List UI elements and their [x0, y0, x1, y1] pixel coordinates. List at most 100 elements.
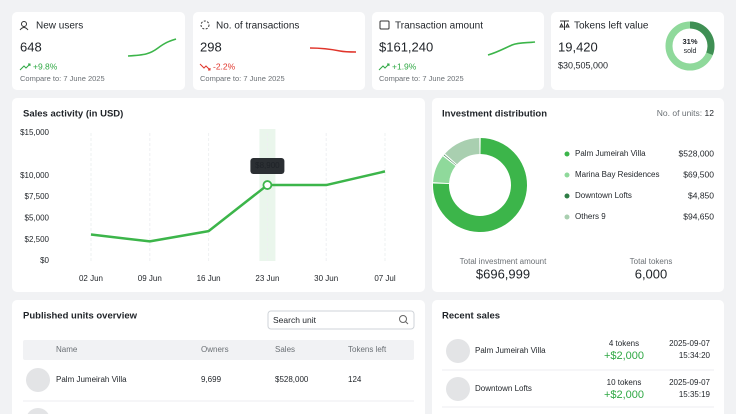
sale-name: Downtown Lofts: [475, 384, 532, 393]
donut-slice: [433, 156, 456, 184]
kpi-value: 298: [200, 39, 222, 54]
sales-card: [12, 98, 425, 292]
unit-thumb: [446, 339, 470, 363]
kpi-title: Tokens left value: [574, 21, 649, 32]
legend-label: Others 9: [575, 212, 606, 221]
kpi-value: 19,420: [558, 39, 598, 54]
kpi-card: [12, 12, 185, 90]
kpi-card: [372, 12, 544, 90]
tooltip-label: $8,900: [255, 161, 280, 170]
x-tick-label: 07 Jul: [374, 274, 396, 283]
x-tick-label: 02 Jun: [79, 274, 103, 283]
up-arrow: [378, 63, 390, 71]
x-tick-label: 23 Jun: [255, 274, 279, 283]
unit-thumb: [446, 377, 470, 401]
legend-value: $94,650: [683, 211, 714, 221]
legend-label: Marina Bay Residences: [575, 170, 659, 179]
column-header: Name: [56, 345, 78, 354]
table-cell: 9,699: [201, 375, 222, 384]
legend-value: $528,000: [679, 148, 715, 158]
sale-time: 15:34:20: [679, 351, 711, 360]
legend-label: Downtown Lofts: [575, 191, 632, 200]
kpi-change: +9.8%: [33, 61, 58, 71]
user-icon: [21, 21, 27, 27]
transactions-icon: [200, 20, 210, 30]
donut-slice: [443, 154, 457, 166]
down-arrow: [199, 63, 211, 71]
column-header: Owners: [201, 345, 229, 354]
sale-amount: +$2,000: [604, 389, 644, 401]
user-icon: [19, 27, 29, 31]
legend-swatch: [564, 193, 570, 199]
sale-amount: +$2,000: [604, 350, 644, 362]
gauge-value: 31%: [682, 37, 697, 46]
y-tick-label: $5,000: [25, 213, 50, 222]
tooltip: [250, 158, 285, 175]
donut-slice: [445, 138, 480, 165]
scale-icon: [559, 20, 570, 30]
gauge-arc: [689, 21, 715, 56]
total-value: $696,999: [476, 266, 530, 281]
kpi-compare: Compare to: 7 June 2025: [20, 74, 105, 83]
column-header: Sales: [275, 345, 295, 354]
sale-tokens: 4 tokens: [609, 339, 639, 348]
line: [90, 170, 386, 243]
card-title: Sales activity (in USD): [23, 109, 123, 120]
sparkline: [127, 38, 177, 57]
point: [262, 180, 273, 190]
kpi-card: [193, 12, 365, 90]
sparkline: [309, 47, 357, 53]
y-tick-label: $15,000: [20, 128, 49, 137]
card-title: Published units overview: [23, 311, 138, 322]
kpi-title: No. of transactions: [216, 21, 299, 32]
legend-swatch: [564, 172, 570, 178]
recent-card: [432, 300, 724, 414]
kpi-compare: Compare to: 7 June 2025: [200, 74, 285, 83]
table-cell: 124: [348, 375, 362, 384]
amount-icon: [379, 20, 390, 30]
sale-date: 2025-09-07: [669, 339, 710, 348]
legend-swatch: [564, 214, 570, 220]
y-tick-label: $2,500: [25, 235, 50, 244]
kpi-value: 648: [20, 39, 42, 54]
legend-value: $4,850: [688, 190, 714, 200]
total-label: Total investment amount: [460, 257, 547, 266]
sale-tokens: 10 tokens: [607, 378, 642, 387]
sale-date: 2025-09-07: [669, 378, 710, 387]
kpi-sub: $30,505,000: [558, 60, 608, 70]
donut-slice: [433, 138, 527, 232]
kpi-change: +1.9%: [392, 61, 417, 71]
table-cell: Palm Jumeirah Villa: [56, 375, 127, 384]
table-header: [23, 340, 414, 360]
table-cell: $528,000: [275, 375, 309, 384]
y-tick-label: $7,500: [25, 192, 50, 201]
card-title: Investment distribution: [442, 109, 547, 120]
legend-value: $69,500: [683, 169, 714, 179]
legend-label: Palm Jumeirah Villa: [575, 149, 646, 158]
donut-chart: Palm Jumeirah Villa $528,000 Marina Bay Re…: [433, 138, 714, 232]
search-input[interactable]: [267, 310, 415, 330]
units-label: No. of units:: [657, 108, 702, 118]
up-arrow: [19, 63, 31, 71]
kpi-value: $161,240: [379, 39, 433, 54]
kpi-card: [551, 12, 724, 90]
x-tick-label: 30 Jun: [314, 274, 338, 283]
units-count: No. of units: 12: [657, 108, 714, 118]
card-title: Recent sales: [442, 311, 500, 322]
search-icon: [405, 321, 409, 325]
unit-thumb: [26, 368, 50, 392]
sale-time: 15:35:19: [679, 390, 711, 399]
column-header: Tokens left: [348, 345, 387, 354]
kpi-change: -2.2%: [213, 61, 236, 71]
y-tick-label: $0: [40, 256, 49, 265]
kpi-compare: Compare to: 7 June 2025: [379, 74, 464, 83]
total-label: Total tokens: [630, 257, 673, 266]
search-icon[interactable]: [399, 315, 407, 323]
x-tick-label: 09 Jun: [138, 274, 162, 283]
sparkline: [487, 41, 536, 56]
gauge-caption: sold: [684, 48, 697, 55]
kpi-title: Transaction amount: [395, 21, 483, 32]
y-tick-label: $10,000: [20, 171, 49, 180]
